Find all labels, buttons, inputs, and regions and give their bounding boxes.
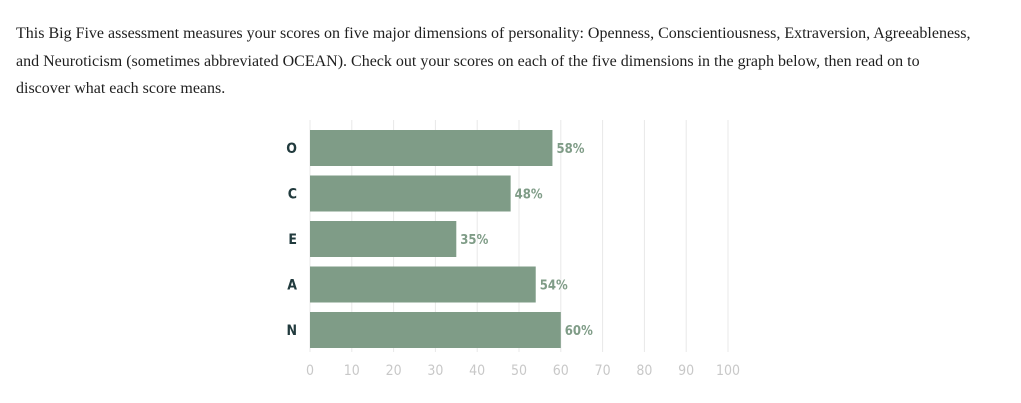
- category-label: E: [288, 232, 297, 248]
- x-tick-label: 30: [427, 363, 443, 379]
- bar-c: [310, 175, 511, 212]
- bar-value-label: 54%: [540, 279, 568, 294]
- category-label: O: [286, 141, 297, 157]
- x-tick-label: 100: [716, 363, 740, 379]
- x-tick-label: 80: [636, 363, 652, 379]
- bar-n: [310, 312, 561, 348]
- bar-value-label: 60%: [565, 324, 593, 339]
- x-tick-label: 40: [469, 363, 485, 379]
- x-tick-label: 50: [511, 363, 527, 379]
- bar-value-label: 35%: [460, 233, 488, 248]
- x-tick-label: 20: [386, 363, 402, 379]
- x-tick-label: 10: [344, 363, 360, 379]
- bar-value-label: 58%: [556, 142, 584, 157]
- category-label: A: [287, 278, 297, 294]
- category-label: N: [286, 323, 297, 339]
- bar-e: [310, 221, 457, 257]
- bar-a: [310, 266, 536, 303]
- x-tick-label: 90: [678, 363, 694, 379]
- bar-o: [310, 130, 553, 166]
- x-tick-label: 60: [553, 363, 569, 379]
- x-tick-label: 0: [306, 363, 314, 379]
- category-label: C: [288, 187, 297, 203]
- x-tick-label: 70: [595, 363, 611, 379]
- intro-paragraph: This Big Five assessment measures your s…: [16, 25, 971, 97]
- bar-value-label: 48%: [515, 188, 543, 203]
